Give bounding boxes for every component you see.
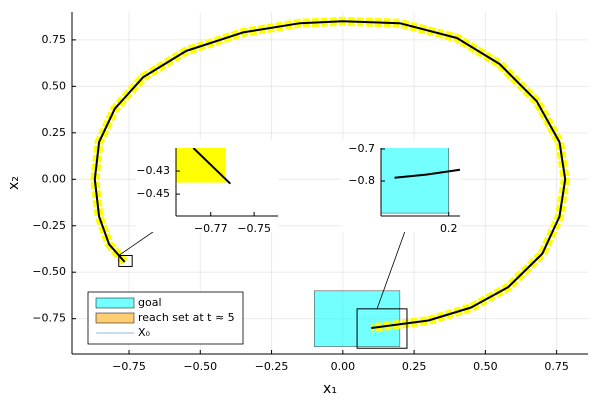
y-tick-label: −0.43 bbox=[136, 164, 170, 177]
zoom-box bbox=[118, 254, 133, 267]
inset-plot bbox=[381, 148, 460, 214]
y-tick-label: −0.75 bbox=[32, 312, 66, 325]
x-tick-label: −0.75 bbox=[112, 360, 146, 373]
x-tick-label: −0.25 bbox=[255, 360, 289, 373]
trajectory bbox=[394, 168, 460, 179]
y-tick-label: 0.50 bbox=[42, 79, 67, 92]
y-tick-label: −0.8 bbox=[348, 174, 375, 187]
goal-region bbox=[381, 148, 450, 214]
x-axis-label: x₁ bbox=[323, 381, 337, 397]
x-tick-label: 0.50 bbox=[473, 360, 498, 373]
legend-label: reach set at t ≈ 5 bbox=[138, 311, 235, 324]
x-tick-label: 0.00 bbox=[331, 360, 356, 373]
zoom-box bbox=[356, 308, 408, 349]
x-tick-label: 0.2 bbox=[440, 222, 458, 235]
legend-label: goal bbox=[138, 296, 162, 309]
x-tick-label: −0.75 bbox=[237, 222, 271, 235]
reach-set bbox=[176, 148, 226, 183]
x-tick-label: −0.50 bbox=[183, 360, 217, 373]
trajectory bbox=[93, 20, 567, 329]
y-tick-label: −0.50 bbox=[32, 265, 66, 278]
x-tick-label: −0.77 bbox=[194, 222, 228, 235]
legend-label: X₀ bbox=[138, 326, 151, 339]
x-tick-label: 0.25 bbox=[402, 360, 427, 373]
y-tick-label: 0.25 bbox=[42, 126, 67, 139]
y-tick-label: −0.45 bbox=[136, 187, 170, 200]
x-tick-label: 0.75 bbox=[544, 360, 569, 373]
y-tick-label: 0.75 bbox=[42, 33, 67, 46]
inset-plot bbox=[176, 148, 231, 185]
y-tick-label: −0.7 bbox=[348, 142, 375, 155]
legend-swatch bbox=[95, 297, 135, 309]
y-tick-label: −0.25 bbox=[32, 219, 66, 232]
y-tick-label: 0.00 bbox=[42, 172, 67, 185]
y-axis-label: x₂ bbox=[6, 176, 22, 190]
legend-swatch bbox=[95, 312, 135, 324]
trajectory bbox=[192, 148, 231, 185]
